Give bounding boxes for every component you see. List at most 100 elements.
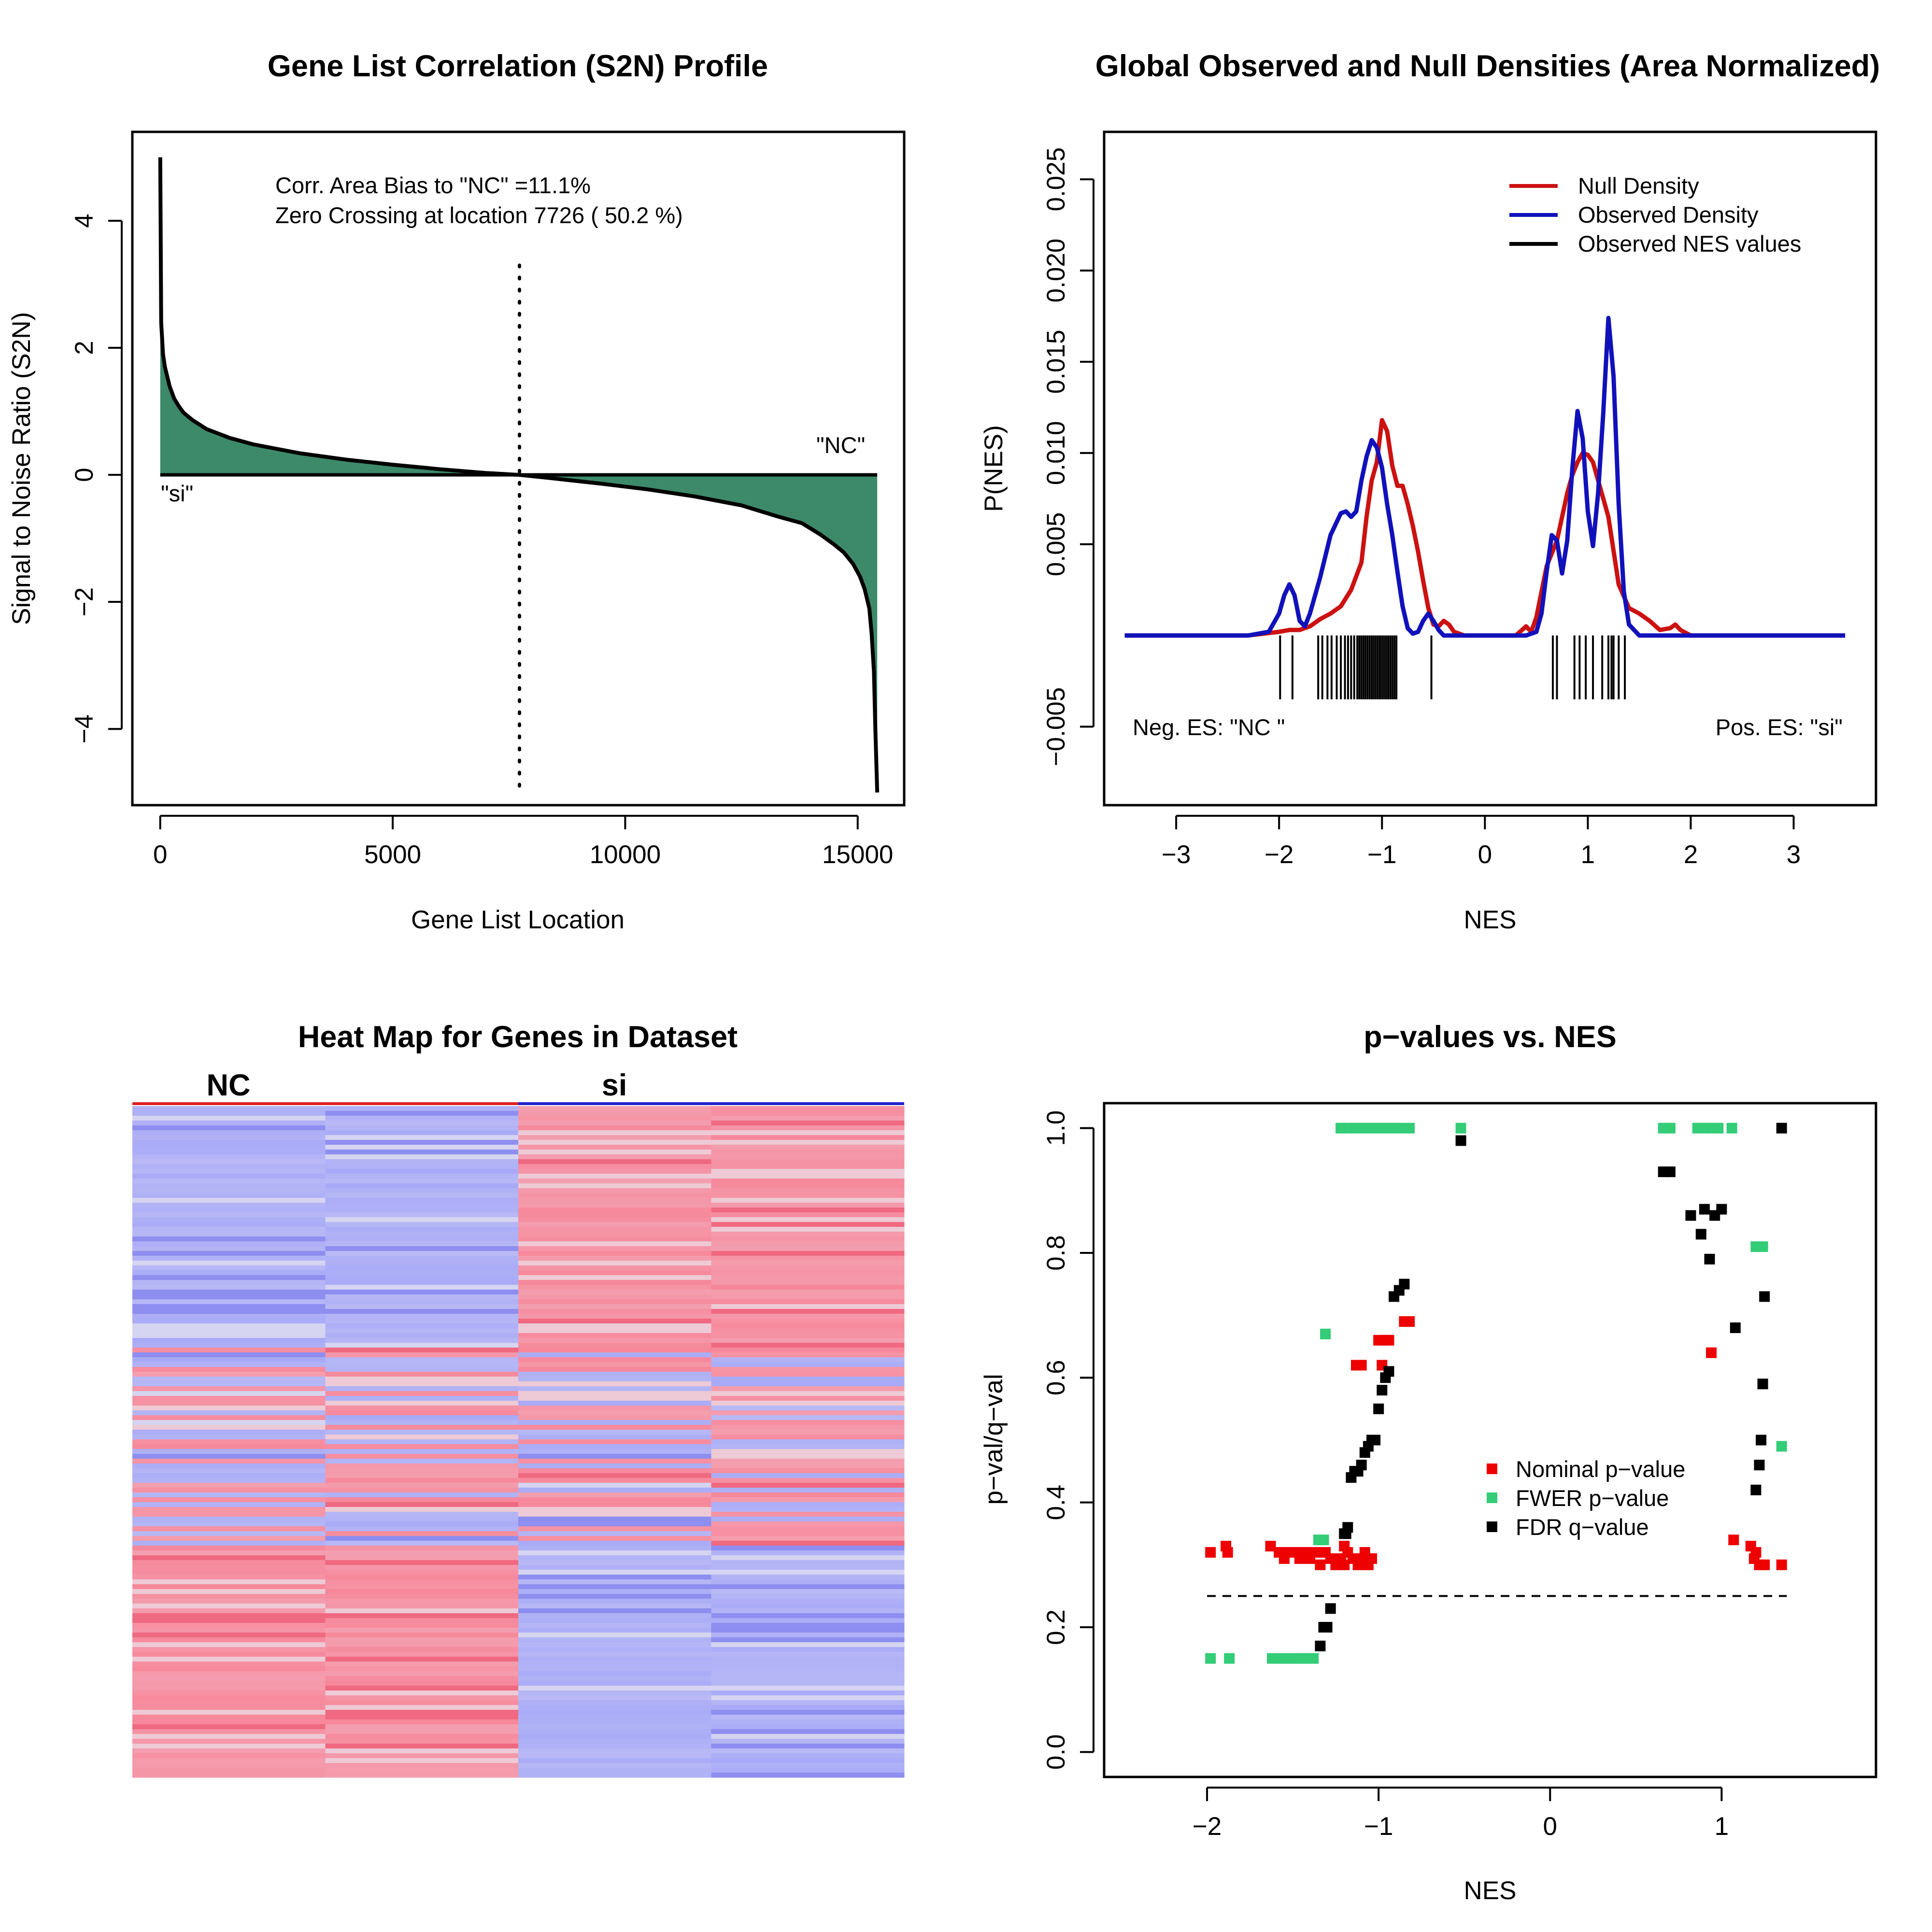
- heatmap-cell: [711, 1705, 905, 1710]
- heatmap-cell: [132, 1633, 326, 1638]
- heatmap-cell: [325, 1575, 519, 1580]
- nominal-p-point: [1315, 1559, 1326, 1570]
- heatmap-cell: [711, 1352, 905, 1358]
- heatmap-cell: [518, 1150, 711, 1155]
- heatmap-cell: [711, 1174, 905, 1179]
- heatmap-cell: [325, 1710, 519, 1715]
- heatmap-cell: [325, 1681, 519, 1686]
- fdr-q-point: [1356, 1460, 1367, 1471]
- heatmap-cell: [325, 1657, 519, 1662]
- heatmap-cell: [518, 1111, 711, 1116]
- heatmap-bar-si: [518, 1102, 904, 1105]
- heatmap-cell: [325, 1565, 519, 1570]
- heatmap-title: Heat Map for Genes in Dataset: [298, 1020, 738, 1054]
- heatmap-cell: [325, 1246, 519, 1251]
- heatmap-cell: [325, 1251, 519, 1256]
- heatmap-cell: [132, 1188, 326, 1193]
- heatmap-cell: [132, 1647, 326, 1652]
- heatmap-cell: [132, 1430, 326, 1435]
- pvalue-xtick-label: 0: [1543, 1812, 1557, 1841]
- panel-pvalues: p−values vs. NES −2 −1 0 1 0.0 0.2 0.4 0.6 0.8 1.…: [980, 1020, 1877, 1905]
- heatmap-cell: [518, 1748, 711, 1754]
- heatmap-cell: [325, 1401, 519, 1406]
- heatmap-cell: [325, 1502, 519, 1507]
- heatmap-cell: [325, 1174, 519, 1179]
- heatmap-cell: [711, 1362, 905, 1367]
- heatmap-cells: [132, 1106, 905, 1778]
- heatmap-cell: [711, 1753, 905, 1759]
- fdr-q-point: [1315, 1640, 1326, 1651]
- pvalue-ytick-label: 0.6: [1042, 1360, 1070, 1395]
- heatmap-cell: [711, 1319, 905, 1324]
- heatmap-cell: [518, 1690, 711, 1696]
- heatmap-cell: [518, 1492, 711, 1498]
- heatmap-cell: [132, 1541, 326, 1546]
- s2n-label-si: "si": [161, 481, 193, 506]
- heatmap-cell: [518, 1521, 711, 1527]
- s2n-xtick-label: 0: [153, 840, 167, 869]
- heatmap-cell: [325, 1410, 519, 1416]
- heatmap-cell: [518, 1633, 711, 1638]
- heatmap-cell: [132, 1695, 326, 1701]
- heatmap-cell: [711, 1140, 905, 1145]
- heatmap-cell: [518, 1715, 711, 1720]
- heatmap-cell: [325, 1425, 519, 1430]
- heatmap-cell: [132, 1348, 326, 1353]
- heatmap-cell: [711, 1357, 905, 1363]
- heatmap-cell: [325, 1608, 519, 1614]
- heatmap-cell: [518, 1652, 711, 1657]
- heatmap-cell: [518, 1241, 711, 1247]
- heatmap-cell: [325, 1719, 519, 1725]
- fwer-p-point: [1368, 1122, 1379, 1134]
- heatmap-cell: [325, 1773, 519, 1778]
- pvalue-plot-area: [1205, 1122, 1787, 1664]
- heatmap-cell: [325, 1739, 519, 1744]
- heatmap-cell: [325, 1637, 519, 1643]
- heatmap-cell: [325, 1420, 519, 1425]
- heatmap-cell: [711, 1463, 905, 1469]
- heatmap-cell: [518, 1579, 711, 1585]
- heatmap-cell: [325, 1497, 519, 1503]
- pvalue-xlabel: NES: [1464, 1876, 1517, 1905]
- pvalue-title: p−values vs. NES: [1364, 1020, 1617, 1054]
- heatmap-cell: [711, 1734, 905, 1739]
- fdr-q-point: [1685, 1210, 1696, 1221]
- heatmap-cell: [518, 1314, 711, 1319]
- heatmap-cell: [325, 1517, 519, 1522]
- heatmap-cell: [325, 1232, 519, 1237]
- density-label-pos: Pos. ES: "si": [1716, 714, 1843, 740]
- fdr-q-point: [1759, 1291, 1770, 1302]
- fdr-q-point: [1664, 1166, 1676, 1178]
- heatmap-cell: [711, 1681, 905, 1686]
- heatmap-cell: [132, 1377, 326, 1382]
- heatmap-cell: [711, 1179, 905, 1184]
- heatmap-cell: [518, 1367, 711, 1372]
- heatmap-cell: [325, 1270, 519, 1276]
- heatmap-cell: [518, 1135, 711, 1140]
- heatmap-cell: [325, 1212, 519, 1218]
- heatmap-cell: [325, 1666, 519, 1672]
- heatmap-cell: [132, 1352, 326, 1358]
- heatmap-cell: [711, 1377, 905, 1382]
- nominal-p-point: [1222, 1547, 1233, 1558]
- heatmap-cell: [325, 1690, 519, 1696]
- heatmap-cell: [711, 1570, 905, 1575]
- heatmap-cell: [518, 1628, 711, 1633]
- heatmap-cell: [325, 1179, 519, 1184]
- density-xtick-label: −3: [1162, 840, 1191, 869]
- heatmap-cell: [132, 1309, 326, 1314]
- heatmap-cell: [711, 1546, 905, 1551]
- heatmap-cell: [132, 1570, 326, 1575]
- heatmap-cell: [132, 1463, 326, 1469]
- fwer-p-point: [1455, 1122, 1466, 1134]
- heatmap-cell: [518, 1179, 711, 1184]
- nominal-p-point: [1776, 1559, 1787, 1570]
- s2n-ylabel: Signal to Noise Ratio (S2N): [7, 312, 36, 625]
- heatmap-cell: [325, 1468, 519, 1474]
- s2n-annotation-bias: Corr. Area Bias to "NC" =11.1%: [275, 172, 591, 198]
- heatmap-cell: [518, 1676, 711, 1681]
- heatmap-cell: [711, 1613, 905, 1619]
- heatmap-cell: [518, 1488, 711, 1493]
- heatmap-cell: [711, 1251, 905, 1256]
- density-xtick-label: 0: [1478, 840, 1492, 869]
